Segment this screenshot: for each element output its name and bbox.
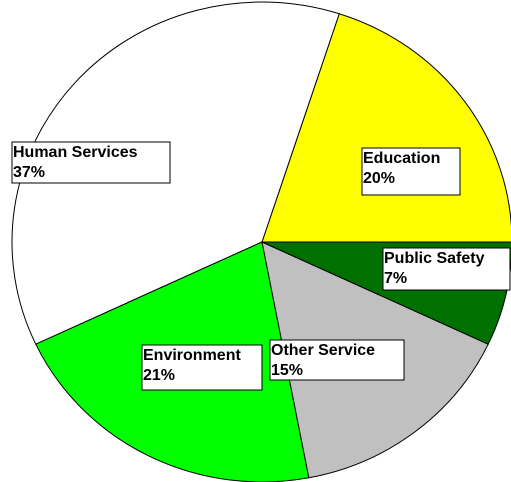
label-box <box>269 339 405 381</box>
slice-label: Human Services <box>13 144 138 161</box>
slice-label: Environment <box>143 347 241 364</box>
slice-value-label: 37% <box>13 164 45 181</box>
slice-value-label: 7% <box>384 270 407 287</box>
pie-slice <box>11 1 340 345</box>
slice-value-label: 20% <box>363 170 395 187</box>
slice-label: Public Safety <box>384 250 485 267</box>
slice-label: Education <box>363 150 440 167</box>
label-box <box>11 141 171 184</box>
label-box <box>141 344 263 391</box>
slice-value-label: 15% <box>271 362 303 379</box>
slice-label: Other Service <box>271 342 375 359</box>
label-box <box>382 247 511 291</box>
label-box <box>361 147 461 196</box>
slice-value-label: 21% <box>143 367 175 384</box>
